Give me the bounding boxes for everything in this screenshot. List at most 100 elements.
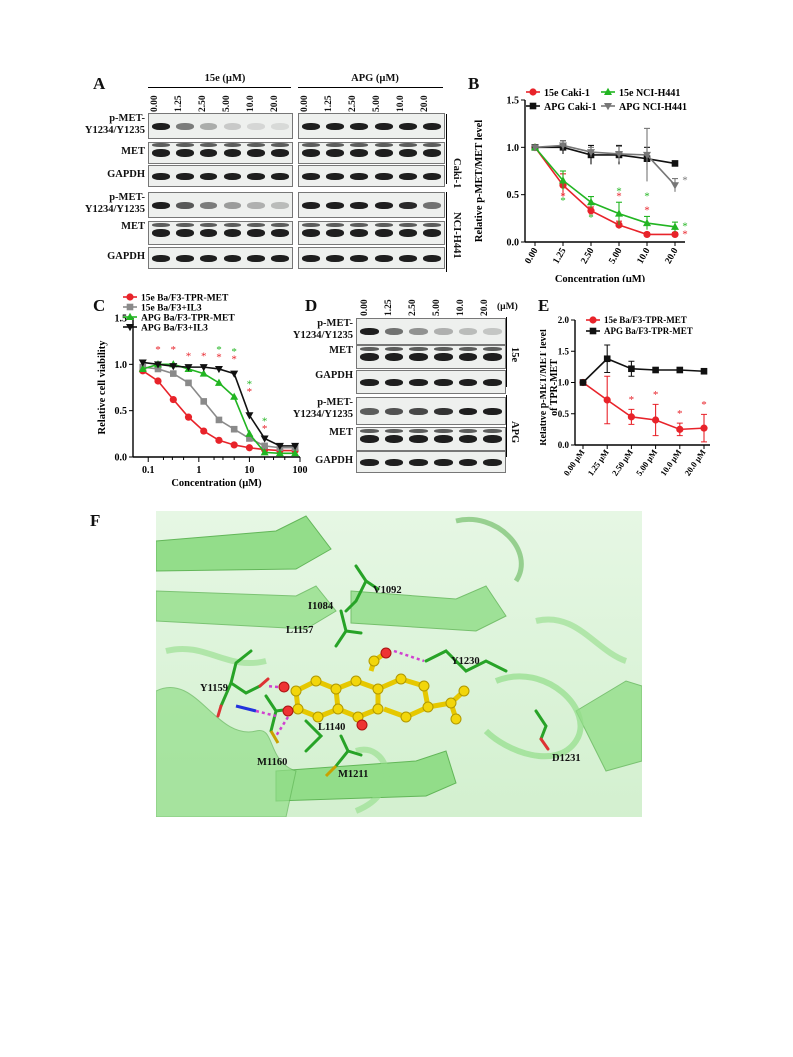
blot-band	[326, 172, 345, 180]
series-2	[531, 143, 679, 232]
data-point	[531, 144, 539, 152]
lane-conc-label: 1.25	[174, 95, 184, 112]
blot-band	[302, 254, 321, 262]
blot-band	[409, 347, 428, 351]
blot-band	[483, 407, 502, 415]
blot-row-label: p-MET- Y1234/Y1235	[292, 397, 353, 420]
data-point	[214, 378, 223, 386]
panel-e-chart: 0.0 0.5 1.0 1.5 2.0 0.00 µM1.25 µM2.50 µM5.00…	[540, 315, 710, 478]
blot-band	[350, 229, 369, 237]
data-point	[603, 355, 611, 363]
significance-star: *	[231, 353, 237, 365]
blot-row-label: p-MET- Y1234/Y1235	[84, 113, 145, 136]
residue-label: L1140	[318, 722, 345, 733]
data-point	[138, 364, 147, 372]
blot-band	[483, 435, 502, 443]
panel-a-header-apg: APG (µM)	[351, 73, 399, 84]
panel-a-letter: A	[93, 74, 106, 93]
blot-band	[374, 254, 393, 262]
residue-label: I1084	[308, 601, 334, 612]
blot-band	[483, 458, 502, 466]
blot-band	[409, 429, 428, 433]
significance-star: *	[616, 186, 622, 198]
legend-label: APG Ba/F3-TPR-MET	[141, 314, 235, 324]
blot-band	[350, 122, 369, 130]
blot-band	[360, 407, 379, 415]
data-point	[652, 416, 660, 424]
blot-band	[175, 254, 194, 262]
blot-box	[356, 451, 506, 473]
blot-band	[409, 407, 428, 415]
data-point	[559, 176, 567, 184]
significance-star: *	[644, 190, 650, 202]
residue-label: M1160	[257, 757, 287, 768]
blot-box	[298, 221, 445, 245]
x-tick-label: 20.0 µM	[682, 447, 707, 477]
panel-a-label-nci-h441: NCI-H441	[451, 212, 462, 259]
lane-conc-label: 20.0	[480, 299, 490, 316]
legend-marker	[604, 87, 612, 95]
blot-band	[152, 229, 170, 237]
x-tick-label: 1.25	[552, 246, 569, 266]
y-tick-label: 0.0	[507, 238, 520, 249]
data-point	[169, 395, 177, 404]
data-point	[587, 207, 595, 215]
y-axis-label: Relative p-MET/MET level	[540, 329, 549, 446]
blot-band	[398, 122, 417, 130]
blot-band	[458, 328, 478, 335]
oxygen-sticks	[216, 677, 550, 751]
panel-f-docking-image: V1092 I1084 L1157 Y1230 Y1159 L1140 M1160 M1211…	[156, 511, 642, 817]
lane-conc-label: 5.00	[432, 299, 442, 316]
data-point	[215, 436, 223, 444]
y-tick-label: 0.0	[558, 440, 570, 450]
panel-c-letter: C	[93, 296, 106, 315]
series-line	[535, 146, 676, 165]
blot-band	[247, 122, 266, 130]
blot-band	[247, 201, 266, 209]
data-point	[652, 366, 659, 374]
blot-band	[271, 201, 289, 209]
blot-band	[422, 201, 441, 209]
blot-band	[374, 149, 393, 157]
y-tick-label: 1.0	[115, 360, 128, 371]
blot-band	[374, 201, 393, 209]
blot-band	[223, 143, 242, 147]
blot-box	[298, 113, 445, 139]
data-point	[671, 160, 679, 167]
legend-label: APG Caki-1	[544, 102, 597, 113]
data-point	[260, 448, 269, 456]
residue-label: M1211	[338, 769, 368, 780]
blot-band	[409, 458, 428, 466]
y-tick-label: 1.5	[115, 314, 128, 325]
blot-band	[409, 328, 428, 335]
blot-band	[223, 201, 242, 209]
data-point	[671, 182, 679, 190]
blot-box	[356, 318, 506, 345]
y-tick-label: 1.5	[558, 346, 570, 356]
data-point	[245, 412, 254, 420]
blot-band	[360, 328, 379, 335]
nitrogen-stick	[235, 704, 257, 713]
blot-band	[384, 353, 404, 361]
blot-band	[360, 378, 379, 386]
series-1	[579, 344, 708, 386]
panel-d-label-15e: 15e	[509, 347, 520, 363]
x-tick-label: 10	[244, 465, 254, 476]
data-point	[199, 369, 208, 377]
data-point	[628, 365, 635, 373]
x-tick-label: 10.0 µM	[658, 447, 683, 477]
blot-band	[398, 229, 417, 237]
data-point	[154, 365, 162, 373]
significance-star: *	[247, 379, 253, 391]
significance-star: *	[682, 228, 688, 240]
x-tick-label: 2.50	[580, 246, 597, 266]
significance-star: *	[677, 408, 683, 420]
y-tick-label: 0.5	[115, 406, 128, 417]
series-0	[579, 375, 708, 443]
blot-band	[247, 223, 266, 227]
data-point	[245, 429, 254, 437]
series-3	[531, 127, 679, 192]
y-tick-label: 1.0	[507, 143, 520, 154]
blot-band	[384, 347, 404, 351]
data-point	[615, 150, 623, 159]
